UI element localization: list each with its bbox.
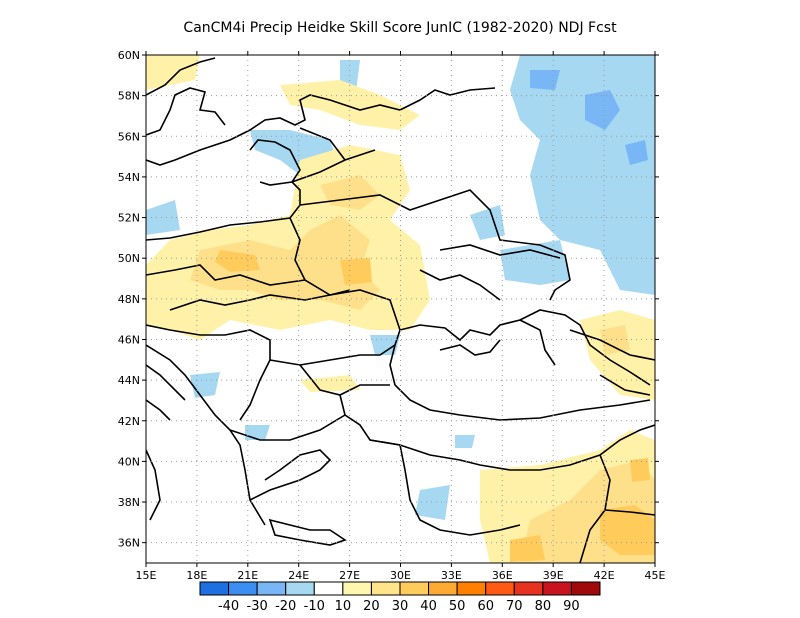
lat-label: 48N <box>118 293 140 306</box>
lat-label: 58N <box>118 90 140 103</box>
lon-label: 15E <box>136 569 157 582</box>
colorbar-label: 60 <box>477 599 494 614</box>
lon-label: 30E <box>390 569 411 582</box>
lat-label: 40N <box>118 455 140 468</box>
lat-label: 60N <box>118 49 140 62</box>
colorbar-swatch <box>313 581 344 596</box>
colorbar-swatch <box>456 581 487 596</box>
colorbar-swatch <box>428 581 458 596</box>
colorbar-swatch <box>228 581 258 596</box>
colorbar <box>199 581 601 596</box>
moderate-skill-areas <box>190 175 655 563</box>
colorbar-swatch <box>485 581 515 596</box>
longitude-labels: 15E 18E 21E 24E 27E 30E 33E 36E 39E 42E 45E <box>136 569 666 582</box>
lon-label: 42E <box>594 569 615 582</box>
colorbar-swatch <box>199 581 230 596</box>
lon-label: 18E <box>186 569 207 582</box>
colorbar-label: 70 <box>506 599 523 614</box>
lat-label: 56N <box>118 130 140 143</box>
colorbar-label: -20 <box>275 599 296 614</box>
latitude-labels: 36N 38N 40N 42N 44N 46N 48N 50N 52N 54N 56N 58N 60N <box>118 49 140 550</box>
colorbar-label: 30 <box>392 599 409 614</box>
lon-label: 36E <box>492 569 513 582</box>
lat-label: 38N <box>118 496 140 509</box>
colorbar-label: 10 <box>335 599 352 614</box>
colorbar-swatch <box>285 581 315 596</box>
lon-label: 45E <box>645 569 666 582</box>
colorbar-label: 80 <box>535 599 552 614</box>
lat-label: 50N <box>118 252 140 265</box>
colorbar-swatch <box>399 581 430 596</box>
lat-label: 54N <box>118 171 140 184</box>
coastlines-and-borders <box>146 57 655 563</box>
colorbar-label: 50 <box>449 599 466 614</box>
lat-label: 44N <box>118 374 140 387</box>
map-title: CanCM4i Precip Heidke Skill Score JunIC … <box>183 20 617 36</box>
colorbar-swatch <box>342 581 372 596</box>
colorbar-swatch <box>570 581 601 596</box>
colorbar-swatch <box>256 581 287 596</box>
colorbar-label: 40 <box>420 599 437 614</box>
colorbar-label: -10 <box>304 599 325 614</box>
negative-skill-areas <box>146 55 655 520</box>
colorbar-swatch <box>513 581 544 596</box>
axis-ticks <box>142 51 659 567</box>
lat-label: 42N <box>118 415 140 428</box>
colorbar-labels: -40 -30 -20 -10 10 20 30 40 50 60 70 80 90 <box>218 599 580 614</box>
colorbar-label: -30 <box>247 599 268 614</box>
lon-label: 21E <box>237 569 258 582</box>
lon-label: 39E <box>543 569 564 582</box>
lat-label: 52N <box>118 212 140 225</box>
lon-label: 24E <box>288 569 309 582</box>
colorbar-label: 20 <box>363 599 380 614</box>
strong-negative-skill-areas <box>530 70 648 165</box>
colorbar-swatch <box>542 581 572 596</box>
colorbar-label: -40 <box>218 599 239 614</box>
lon-label: 27E <box>339 569 360 582</box>
lat-label: 46N <box>118 333 140 346</box>
colorbar-swatch <box>370 581 401 596</box>
skill-shading <box>146 55 655 563</box>
colorbar-label: 90 <box>563 599 580 614</box>
lon-label: 33E <box>441 569 462 582</box>
lat-label: 36N <box>118 537 140 550</box>
